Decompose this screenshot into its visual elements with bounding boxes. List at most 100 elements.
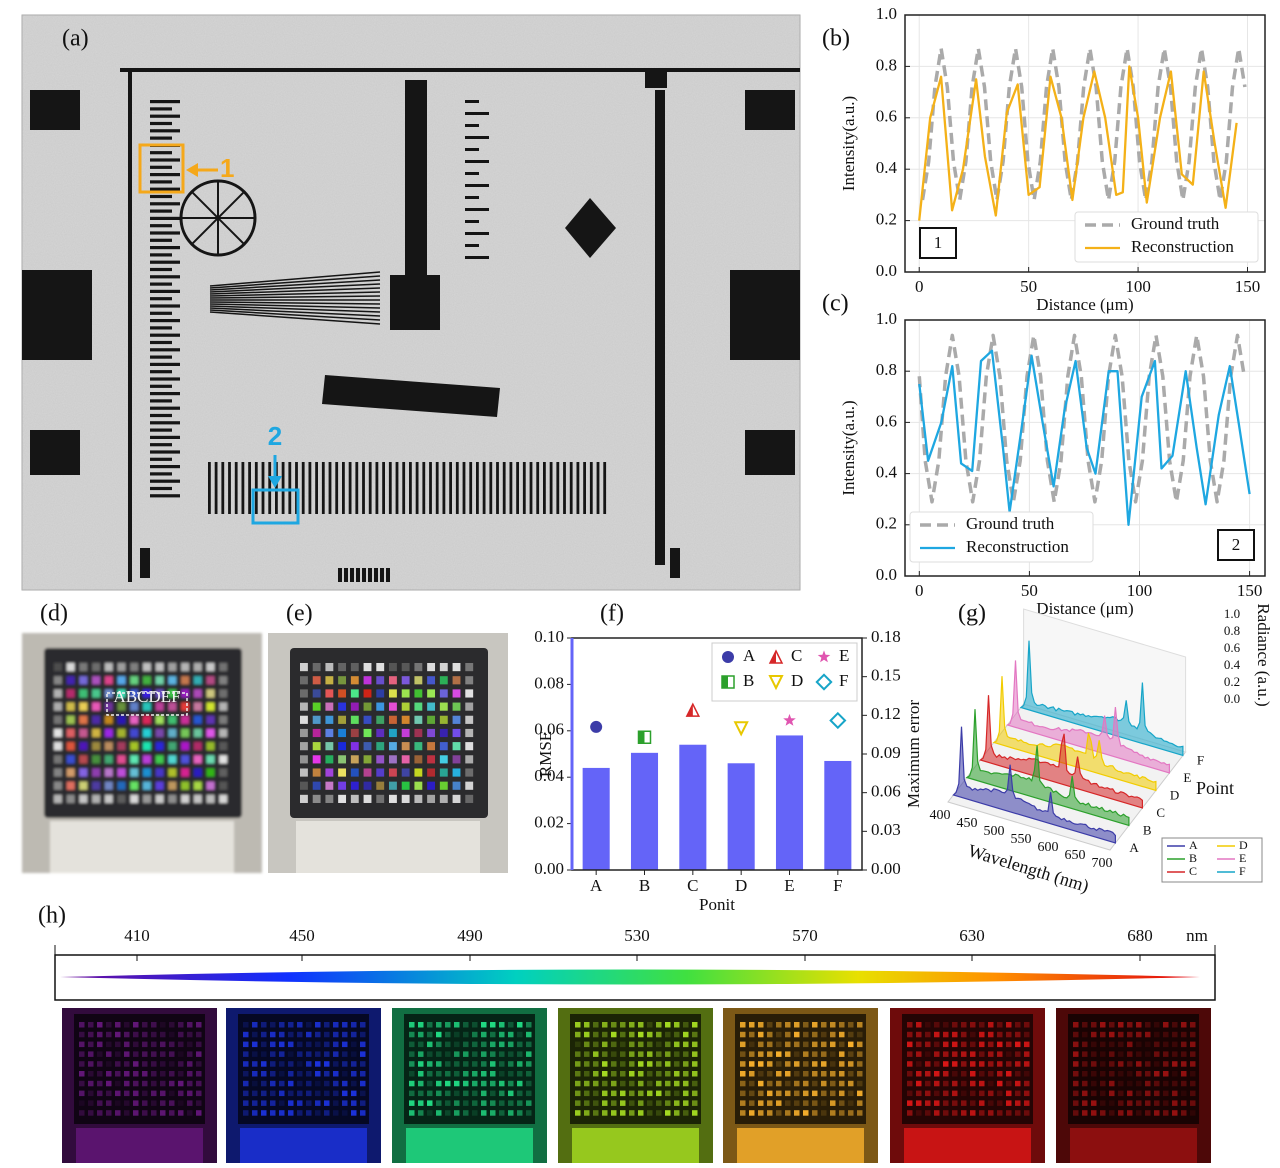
patch <box>848 1022 854 1028</box>
patch <box>324 1061 330 1067</box>
patch <box>665 1090 671 1097</box>
patch <box>934 1061 940 1067</box>
patch <box>821 1071 827 1077</box>
target-shape <box>150 100 180 104</box>
patch <box>472 1110 478 1116</box>
patch <box>611 1100 617 1106</box>
patch <box>767 1041 773 1048</box>
roi-label: 1 <box>220 153 234 183</box>
patch <box>857 1022 863 1028</box>
patch <box>490 1080 496 1087</box>
patch <box>785 1090 791 1097</box>
patch <box>839 1080 845 1087</box>
patch <box>389 794 397 803</box>
patch <box>401 742 410 751</box>
patch <box>839 1090 845 1097</box>
target-shape <box>596 462 600 514</box>
stand <box>904 1128 1031 1163</box>
patch <box>602 1051 608 1057</box>
checker-board <box>238 1014 369 1124</box>
patch <box>1190 1031 1196 1038</box>
z-tick-label: 0.8 <box>1224 623 1240 638</box>
patch <box>611 1022 617 1028</box>
patch <box>1154 1080 1160 1087</box>
patch <box>907 1061 913 1067</box>
target-shape <box>209 311 381 325</box>
patch <box>758 1080 764 1087</box>
patch <box>452 794 461 803</box>
patch <box>934 1100 940 1106</box>
patch <box>151 1022 157 1028</box>
patch <box>338 768 347 777</box>
patch <box>638 1041 644 1048</box>
y2-axis-label: Maximum error <box>904 700 923 808</box>
patch <box>803 1031 809 1038</box>
patch <box>79 781 88 790</box>
patch <box>1145 1100 1151 1106</box>
patch <box>508 1061 514 1067</box>
patch <box>297 1061 303 1067</box>
patch <box>414 755 423 764</box>
patch <box>1172 1110 1178 1116</box>
patch <box>351 1031 357 1038</box>
patch <box>1181 1080 1187 1087</box>
patch <box>312 742 321 751</box>
patch <box>338 702 347 711</box>
tick-label: 570 <box>792 926 818 945</box>
target-shape <box>221 462 225 514</box>
patch <box>418 1051 424 1057</box>
panel-label: (b) <box>822 26 850 52</box>
patch <box>839 1022 845 1028</box>
patch <box>338 663 347 672</box>
z-tick-label: 0.0 <box>1224 691 1240 706</box>
patch <box>115 1071 121 1077</box>
patch <box>315 1051 321 1057</box>
band-image <box>890 1008 1045 1163</box>
patch <box>647 1061 653 1067</box>
legend-marker <box>768 675 784 691</box>
patch <box>1190 1071 1196 1077</box>
patch <box>629 1061 635 1067</box>
patch <box>970 1022 976 1028</box>
patch <box>629 1022 635 1028</box>
target-shape <box>375 462 379 514</box>
patch <box>106 1022 112 1028</box>
legend-label: Reconstruction <box>1131 237 1234 256</box>
target-shape <box>150 486 172 491</box>
patch <box>219 742 228 751</box>
target-shape <box>150 158 180 162</box>
patch <box>794 1051 800 1057</box>
patch <box>288 1061 294 1067</box>
patch <box>803 1051 809 1057</box>
marker-shape <box>817 650 831 663</box>
patch <box>206 728 215 738</box>
patch <box>465 728 474 738</box>
patch <box>593 1061 599 1067</box>
patch <box>151 1110 157 1116</box>
patch <box>526 1061 532 1067</box>
patch <box>54 768 62 777</box>
patch <box>261 1061 267 1067</box>
patch <box>517 1110 523 1116</box>
target-shape <box>465 208 489 211</box>
stand <box>572 1128 699 1163</box>
patch <box>1154 1031 1160 1038</box>
y2-tick-label: 0.03 <box>871 820 901 839</box>
patch <box>997 1100 1003 1106</box>
tick-label: 680 <box>1127 926 1153 945</box>
patch <box>1118 1022 1124 1028</box>
patch <box>943 1031 949 1038</box>
patch <box>436 1031 442 1038</box>
band-image <box>558 1008 713 1163</box>
patch <box>66 794 75 803</box>
patch <box>925 1110 931 1116</box>
patch <box>943 1080 949 1087</box>
marker-shape <box>722 676 728 688</box>
patch <box>749 1080 755 1087</box>
patch <box>602 1110 608 1116</box>
patch <box>155 794 164 803</box>
patch <box>288 1051 294 1057</box>
patch <box>360 1100 366 1106</box>
target-shape <box>150 173 180 177</box>
patch <box>261 1041 267 1048</box>
